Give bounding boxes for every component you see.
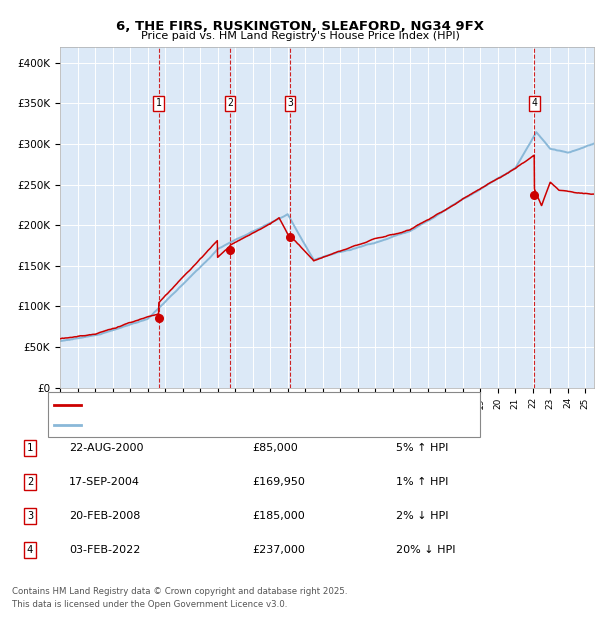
Text: 5% ↑ HPI: 5% ↑ HPI [396, 443, 448, 453]
Text: Price paid vs. HM Land Registry's House Price Index (HPI): Price paid vs. HM Land Registry's House … [140, 31, 460, 41]
Text: HPI: Average price, detached house, North Kesteven: HPI: Average price, detached house, Nort… [87, 420, 343, 430]
Text: 6, THE FIRS, RUSKINGTON, SLEAFORD, NG34 9FX (detached house): 6, THE FIRS, RUSKINGTON, SLEAFORD, NG34 … [87, 400, 417, 410]
Text: 4: 4 [532, 99, 537, 108]
Text: £85,000: £85,000 [252, 443, 298, 453]
Text: Contains HM Land Registry data © Crown copyright and database right 2025.: Contains HM Land Registry data © Crown c… [12, 587, 347, 596]
Text: £169,950: £169,950 [252, 477, 305, 487]
Text: 6, THE FIRS, RUSKINGTON, SLEAFORD, NG34 9FX: 6, THE FIRS, RUSKINGTON, SLEAFORD, NG34 … [116, 20, 484, 33]
Text: 20-FEB-2008: 20-FEB-2008 [69, 511, 140, 521]
Text: 3: 3 [287, 99, 293, 108]
Text: 2: 2 [227, 99, 233, 108]
Text: 03-FEB-2022: 03-FEB-2022 [69, 545, 140, 555]
Text: £237,000: £237,000 [252, 545, 305, 555]
Text: 22-AUG-2000: 22-AUG-2000 [69, 443, 143, 453]
Text: £185,000: £185,000 [252, 511, 305, 521]
Text: 1% ↑ HPI: 1% ↑ HPI [396, 477, 448, 487]
Text: 1: 1 [156, 99, 161, 108]
Text: 2% ↓ HPI: 2% ↓ HPI [396, 511, 449, 521]
Text: 3: 3 [27, 511, 33, 521]
Text: 1: 1 [27, 443, 33, 453]
Text: 4: 4 [27, 545, 33, 555]
Text: This data is licensed under the Open Government Licence v3.0.: This data is licensed under the Open Gov… [12, 600, 287, 609]
Text: 20% ↓ HPI: 20% ↓ HPI [396, 545, 455, 555]
Text: 17-SEP-2004: 17-SEP-2004 [69, 477, 140, 487]
Text: 2: 2 [27, 477, 33, 487]
